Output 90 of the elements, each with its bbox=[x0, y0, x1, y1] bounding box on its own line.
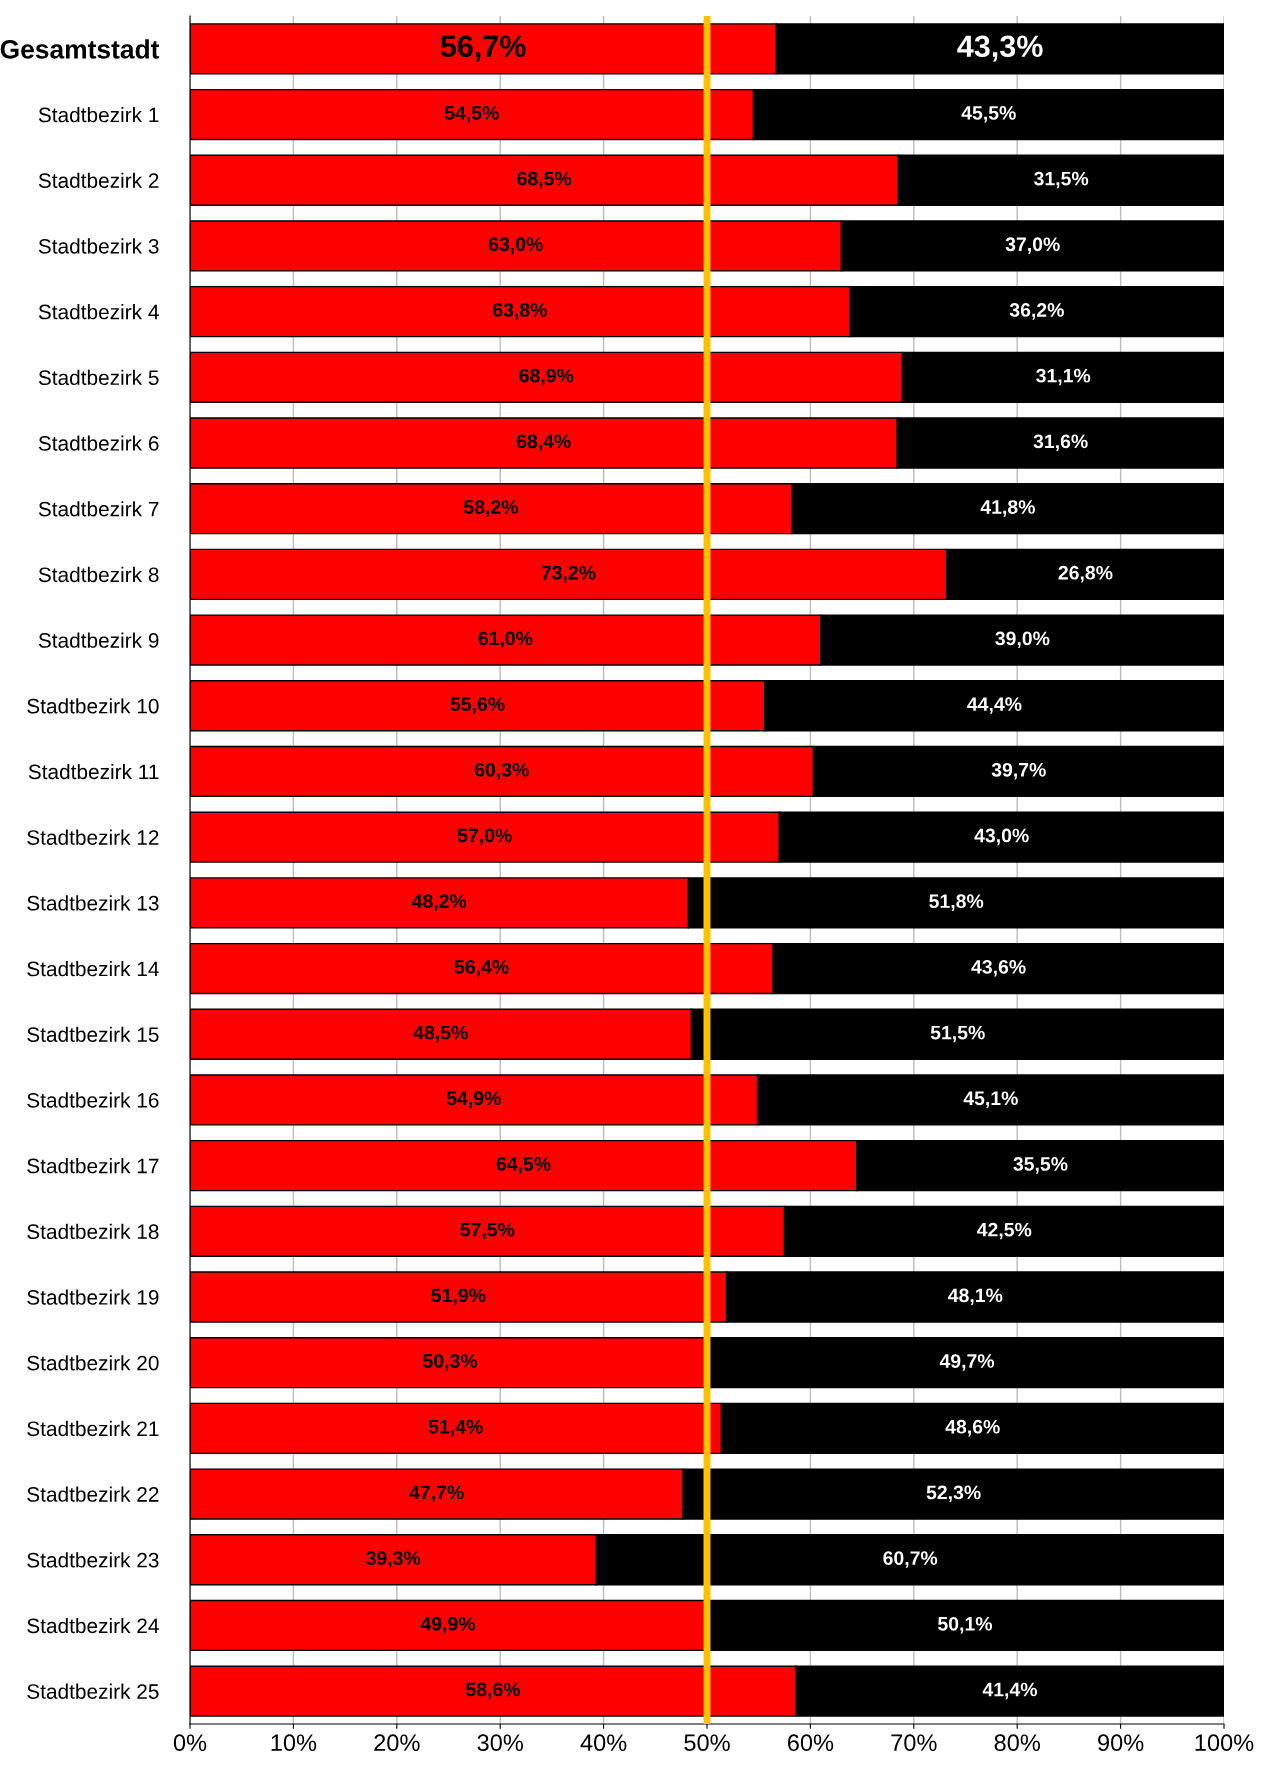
data-label: 61,0% bbox=[478, 631, 533, 649]
y-tick-label: Stadtbezirk 2 bbox=[38, 172, 159, 188]
data-label: 48,5% bbox=[413, 1025, 468, 1043]
data-label: 39,3% bbox=[366, 1551, 421, 1568]
data-label: 57,0% bbox=[457, 828, 512, 846]
data-label: 60,3% bbox=[474, 762, 529, 780]
x-tick-label: 30% bbox=[477, 1734, 523, 1752]
data-label: 31,5% bbox=[1034, 171, 1089, 189]
data-label: 43,6% bbox=[971, 959, 1026, 977]
data-label: 51,5% bbox=[930, 1025, 985, 1043]
data-label: 41,4% bbox=[982, 1682, 1038, 1700]
y-tick-label: Stadtbezirk 22 bbox=[27, 1486, 159, 1502]
y-tick-label: Stadtbezirk 1 bbox=[38, 106, 159, 123]
data-label: 51,8% bbox=[929, 894, 984, 911]
data-label: 68,9% bbox=[519, 368, 574, 386]
data-label: 68,4% bbox=[516, 434, 571, 452]
data-label: 54,5% bbox=[444, 106, 499, 123]
x-tick-label: 10% bbox=[271, 1734, 317, 1752]
data-label: 58,6% bbox=[465, 1682, 521, 1700]
y-tick-label: Stadtbezirk 24 bbox=[27, 1617, 159, 1634]
y-tick-label: Stadtbezirk 10 bbox=[27, 698, 159, 714]
data-label: 36,2% bbox=[1009, 303, 1064, 320]
x-tick-label: 0% bbox=[173, 1734, 207, 1752]
data-label: 50,3% bbox=[423, 1354, 478, 1371]
data-label: 48,2% bbox=[411, 894, 467, 911]
y-tick-label: Stadtbezirk 13 bbox=[27, 895, 159, 911]
data-label: 39,7% bbox=[991, 762, 1046, 780]
y-tick-label: Stadtbezirk 12 bbox=[27, 829, 159, 845]
x-tick-label: 90% bbox=[1098, 1734, 1144, 1752]
data-label: 49,7% bbox=[939, 1354, 995, 1371]
y-tick-label: Stadtbezirk 21 bbox=[27, 1420, 159, 1437]
data-label: 45,1% bbox=[963, 1091, 1018, 1108]
data-label: 44,4% bbox=[967, 697, 1022, 714]
data-label: 49,9% bbox=[420, 1616, 476, 1634]
data-label: 63,8% bbox=[492, 303, 547, 320]
y-tick-label: Stadtbezirk 25 bbox=[27, 1683, 159, 1699]
data-label: 57,5% bbox=[460, 1222, 515, 1240]
y-tick-label: Stadtbezirk 14 bbox=[27, 960, 159, 977]
data-label: 51,9% bbox=[431, 1288, 486, 1306]
x-tick-label: 100% bbox=[1195, 1734, 1254, 1752]
x-tick-label: 20% bbox=[374, 1734, 420, 1752]
data-label: 64,5% bbox=[496, 1157, 551, 1174]
data-label: 55,6% bbox=[450, 697, 505, 714]
y-tick-label: Stadtbezirk 8 bbox=[38, 566, 159, 583]
y-tick-label: Stadtbezirk 7 bbox=[38, 501, 159, 517]
y-tick-label: Stadtbezirk 15 bbox=[27, 1026, 159, 1042]
data-label: 42,5% bbox=[977, 1222, 1032, 1240]
data-label: 39,0% bbox=[995, 631, 1050, 649]
data-label: 35,5% bbox=[1013, 1157, 1068, 1174]
data-label: 56,7% bbox=[440, 35, 526, 62]
y-tick-label: Stadtbezirk 20 bbox=[27, 1355, 159, 1371]
y-tick-label: Stadtbezirk 9 bbox=[38, 632, 159, 648]
data-label: 31,6% bbox=[1033, 434, 1088, 452]
data-label: 48,1% bbox=[948, 1288, 1003, 1306]
x-tick-label: 40% bbox=[580, 1734, 627, 1752]
data-label: 52,3% bbox=[926, 1485, 981, 1503]
data-label: 47,7% bbox=[409, 1485, 464, 1503]
y-tick-label: Stadtbezirk 19 bbox=[27, 1289, 159, 1305]
x-tick-label: 80% bbox=[994, 1734, 1040, 1752]
data-label: 73,2% bbox=[541, 565, 596, 583]
data-label: 63,0% bbox=[488, 237, 543, 254]
data-label: 60,7% bbox=[883, 1551, 938, 1568]
y-tick-label: Stadtbezirk 4 bbox=[38, 304, 159, 320]
x-tick-label: 50% bbox=[684, 1734, 730, 1752]
x-tick-label: 60% bbox=[787, 1734, 834, 1752]
data-label: 43,3% bbox=[957, 35, 1043, 62]
bar bbox=[709, 1337, 1224, 1389]
y-tick-label: Stadtbezirk 3 bbox=[38, 238, 159, 254]
data-label: 58,2% bbox=[463, 500, 518, 517]
data-label: 37,0% bbox=[1005, 237, 1060, 254]
y-tick-label: Stadtbezirk 6 bbox=[38, 435, 159, 451]
data-label: 56,4% bbox=[454, 959, 509, 977]
data-label: 50,1% bbox=[938, 1616, 993, 1634]
data-label: 54,9% bbox=[446, 1091, 501, 1108]
data-label: 31,1% bbox=[1036, 368, 1091, 386]
y-tick-label: Stadtbezirk 17 bbox=[27, 1158, 159, 1174]
y-tick-label: Stadtbezirk 16 bbox=[27, 1092, 159, 1108]
data-label: 43,0% bbox=[974, 828, 1029, 846]
data-label: 68,5% bbox=[517, 171, 572, 189]
data-label: 41,8% bbox=[980, 500, 1035, 517]
data-label: 26,8% bbox=[1058, 565, 1113, 583]
y-tick-label: Stadtbezirk 23 bbox=[27, 1552, 159, 1568]
y-tick-label: Stadtbezirk 11 bbox=[28, 763, 159, 780]
y-tick-label: Stadtbezirk 5 bbox=[38, 369, 159, 386]
data-label: 48,6% bbox=[945, 1419, 1000, 1437]
data-label: 45,5% bbox=[961, 106, 1016, 123]
data-label: 51,4% bbox=[428, 1419, 483, 1437]
x-tick-label: 70% bbox=[891, 1734, 937, 1752]
y-tick-label: Gesamtstadt bbox=[0, 39, 160, 59]
y-tick-label: Stadtbezirk 18 bbox=[27, 1223, 159, 1240]
